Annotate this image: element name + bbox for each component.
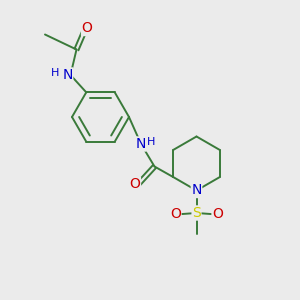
Text: H: H	[51, 68, 60, 79]
Text: N: N	[136, 137, 146, 151]
Text: O: O	[130, 178, 140, 191]
Text: O: O	[82, 22, 92, 35]
Text: N: N	[62, 68, 73, 82]
Text: O: O	[170, 208, 181, 221]
Text: O: O	[212, 208, 223, 221]
Text: S: S	[192, 206, 201, 220]
Text: H: H	[147, 136, 156, 147]
Text: N: N	[191, 184, 202, 197]
